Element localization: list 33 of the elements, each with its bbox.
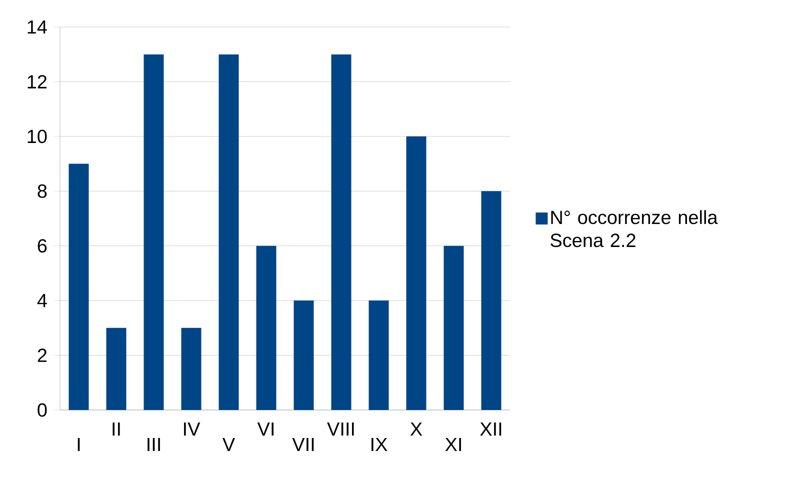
bar [368,300,389,410]
bar [481,191,502,410]
y-tick-label: 2 [38,348,47,362]
y-tick-label: 14 [28,20,47,34]
x-tick-label: II [112,422,120,436]
bar [144,54,164,410]
bar [331,54,352,410]
bar [294,300,314,410]
x-tick-label: X [410,422,422,436]
x-tick-label: III [148,438,160,452]
y-tick-label: 6 [38,239,47,253]
bar [218,54,239,410]
x-tick-label: V [222,438,235,452]
x-tick-label: I [78,438,80,452]
y-tick-label: 4 [37,294,47,308]
y-tick-label: 0 [38,403,47,417]
bar [256,246,276,410]
x-tick-label: IX [372,438,388,452]
bar [406,136,426,410]
x-tick-label: VIII [327,422,354,436]
y-tick-label: 12 [28,75,47,88]
legend-label: N° occorrenze nella Scena 2.2 [550,210,718,248]
x-tick-label: XI [445,438,461,452]
x-tick-label: VI [257,422,274,436]
bar [106,328,126,410]
bar [68,164,89,410]
x-tick-label: IV [184,422,200,436]
y-tick-label: 8 [38,184,47,198]
bar [444,246,464,410]
bar [181,328,202,410]
x-tick-label: XII [480,422,502,436]
x-tick-label: VII [292,438,314,452]
y-tick-label: 10 [28,130,47,144]
